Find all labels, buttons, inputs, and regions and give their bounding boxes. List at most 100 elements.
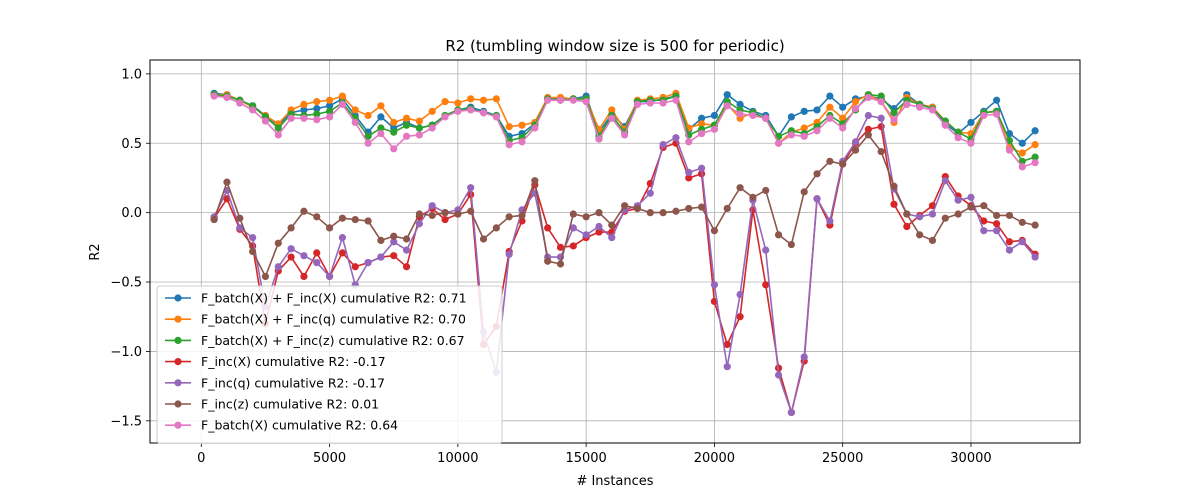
data-point — [402, 263, 411, 271]
data-point — [762, 114, 770, 122]
data-point — [646, 189, 654, 197]
data-point — [377, 113, 385, 121]
data-point — [415, 117, 423, 125]
data-point — [441, 98, 449, 106]
data-point — [492, 113, 500, 121]
data-point — [582, 98, 590, 106]
data-point — [377, 253, 385, 261]
data-point — [723, 102, 731, 110]
data-point — [813, 127, 821, 135]
data-point — [608, 234, 616, 242]
data-point — [556, 96, 565, 104]
data-point — [402, 132, 411, 140]
y-tick-label: 0.0 — [121, 206, 142, 221]
data-point — [864, 93, 872, 102]
data-point — [993, 211, 1001, 220]
data-point — [261, 117, 270, 125]
data-point — [839, 124, 847, 132]
data-point — [954, 210, 962, 218]
data-point — [338, 234, 347, 242]
data-point — [659, 141, 667, 149]
data-point — [287, 224, 295, 232]
data-point — [441, 113, 449, 121]
data-point — [659, 209, 667, 217]
data-point — [826, 217, 834, 225]
y-tick-label: −1.0 — [110, 345, 142, 360]
data-point — [826, 114, 834, 122]
y-tick-label: 0.5 — [121, 137, 142, 152]
data-point — [736, 100, 744, 109]
data-point — [697, 129, 706, 138]
data-point — [621, 202, 629, 210]
data-point — [1018, 139, 1026, 147]
data-point — [428, 211, 436, 220]
data-point — [364, 139, 372, 147]
data-point — [415, 220, 423, 228]
data-point — [531, 177, 539, 185]
data-point — [1005, 211, 1014, 220]
data-point — [916, 213, 924, 221]
legend-item: F_batch(X) + F_inc(z) cumulative R2: 0.6… — [165, 333, 465, 348]
data-point — [813, 170, 821, 178]
data-point — [569, 242, 577, 250]
data-point — [774, 139, 783, 147]
legend-box — [156, 285, 503, 444]
data-point — [723, 91, 731, 99]
data-point — [993, 96, 1001, 104]
data-point — [364, 217, 372, 225]
data-point — [890, 116, 898, 124]
data-point — [467, 207, 475, 215]
data-point — [980, 111, 988, 120]
legend-marker — [174, 315, 182, 323]
legend-label: F_inc(q) cumulative R2: -0.17 — [201, 375, 385, 390]
data-point — [697, 114, 706, 122]
data-point — [1018, 163, 1026, 171]
data-point — [1031, 153, 1039, 161]
data-point — [685, 204, 693, 213]
legend-item: F_inc(q) cumulative R2: -0.17 — [165, 375, 385, 390]
legend-item: F_inc(X) cumulative R2: -0.17 — [165, 354, 386, 369]
data-point — [672, 96, 680, 104]
data-point — [390, 118, 398, 127]
data-point — [595, 209, 603, 217]
y-tick-label: −0.5 — [110, 276, 142, 291]
data-point — [325, 102, 334, 110]
legend-label: F_batch(X) + F_inc(q) cumulative R2: 0.7… — [201, 312, 466, 327]
data-point — [954, 134, 962, 142]
data-point — [454, 99, 462, 107]
data-point — [454, 107, 462, 115]
axis-ticks: 0 5000 10000 15000 20000 25000 30000 1.0 0.5 0.0 −… — [110, 67, 991, 466]
legend-marker — [174, 379, 182, 387]
data-point — [890, 182, 898, 190]
data-point — [826, 157, 834, 165]
data-point — [249, 234, 257, 242]
data-point — [402, 114, 411, 122]
legend-label: F_inc(X) cumulative R2: -0.17 — [201, 354, 386, 369]
legend-item: F_batch(X) cumulative R2: 0.64 — [165, 418, 398, 433]
data-point — [402, 121, 411, 129]
data-point — [800, 132, 808, 140]
data-point — [1005, 246, 1014, 254]
data-point — [890, 200, 898, 208]
data-point — [941, 177, 949, 185]
legend-marker — [174, 358, 182, 366]
data-point — [569, 96, 577, 104]
data-point — [749, 111, 757, 120]
data-point — [249, 106, 257, 114]
data-point — [338, 214, 347, 222]
data-point — [851, 138, 860, 146]
data-point — [1031, 141, 1039, 149]
x-tick-label: 10000 — [437, 451, 478, 466]
data-point — [300, 114, 308, 122]
data-point — [415, 210, 423, 218]
legend-marker — [174, 421, 182, 429]
series-layer — [210, 89, 1039, 417]
data-point — [351, 118, 359, 127]
data-point — [941, 214, 949, 222]
legend-label: F_batch(X) + F_inc(X) cumulative R2: 0.7… — [201, 291, 467, 306]
data-point — [723, 204, 731, 213]
data-point — [723, 340, 731, 349]
data-point — [325, 107, 334, 115]
data-point — [274, 124, 282, 132]
data-point — [287, 245, 295, 253]
